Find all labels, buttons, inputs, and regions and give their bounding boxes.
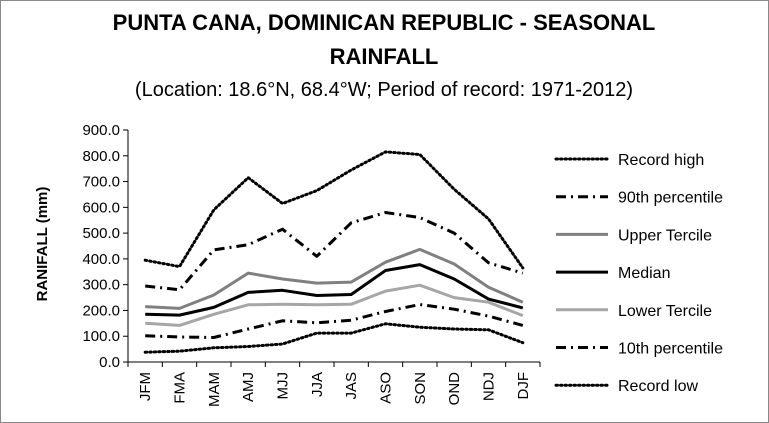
legend-label-90th-percentile: 90th percentile: [618, 190, 723, 207]
y-tick-label: 700.0: [82, 174, 120, 191]
legend-label-upper-tercile: Upper Tercile: [618, 227, 712, 244]
x-tick-label: JAS: [343, 372, 360, 400]
x-tick-label: JFM: [137, 372, 154, 401]
y-tick-label: 800.0: [82, 148, 120, 165]
x-tick-label: OND: [446, 372, 463, 406]
x-tick-label: AMJ: [240, 372, 257, 402]
y-axis-label: RANIFALL (mm): [34, 187, 51, 302]
x-tick-label: MAM: [206, 372, 223, 407]
x-tick-label: DJF: [515, 372, 532, 400]
y-tick-label: 400.0: [82, 251, 120, 268]
legend-label-lower-tercile: Lower Tercile: [618, 303, 712, 320]
y-tick-label: 900.0: [82, 122, 120, 139]
legend-label-median: Median: [618, 265, 670, 282]
series-line-90th-percentile: [145, 211, 524, 292]
y-tick-label: 200.0: [82, 302, 120, 319]
series-line-median: [145, 263, 524, 317]
series-line-upper-tercile: [145, 247, 524, 310]
y-tick-label: 500.0: [82, 225, 120, 242]
series-lines: [143, 150, 525, 354]
series-line-lower-tercile: [145, 283, 524, 327]
y-tick-label: 600.0: [82, 199, 120, 216]
x-tick-label: ASO: [378, 372, 395, 404]
x-tick-label: SON: [412, 372, 429, 405]
y-tick-label: 300.0: [82, 277, 120, 294]
x-tick-label: FMA: [172, 372, 189, 404]
series-line-record-low: [143, 322, 525, 354]
y-tick-label: 0.0: [99, 354, 120, 371]
legend-label-10th-percentile: 10th percentile: [618, 341, 723, 358]
series-line-record-high: [143, 150, 525, 270]
legend: Record high 90th percentile Upper Tercile M…: [554, 152, 723, 395]
x-tick-label: JJA: [309, 372, 326, 397]
y-tick-label: 100.0: [82, 328, 120, 345]
chart-subtitle: (Location: 18.6°N, 68.4°W; Period of rec…: [135, 79, 633, 101]
legend-label-record-high: Record high: [618, 152, 704, 169]
axes: 0.0 100.0 200.0 300.0 400.0 500.0 600.0 700.0 80…: [82, 122, 541, 407]
x-tick-label: NDJ: [481, 372, 498, 401]
x-tick-label: MJJ: [275, 372, 292, 400]
chart-title: PUNTA CANA, DOMINICAN REPUBLIC - SEASONA…: [113, 10, 656, 35]
chart-title-line2: RAINFALL: [330, 44, 439, 69]
legend-label-record-low: Record low: [618, 378, 698, 395]
